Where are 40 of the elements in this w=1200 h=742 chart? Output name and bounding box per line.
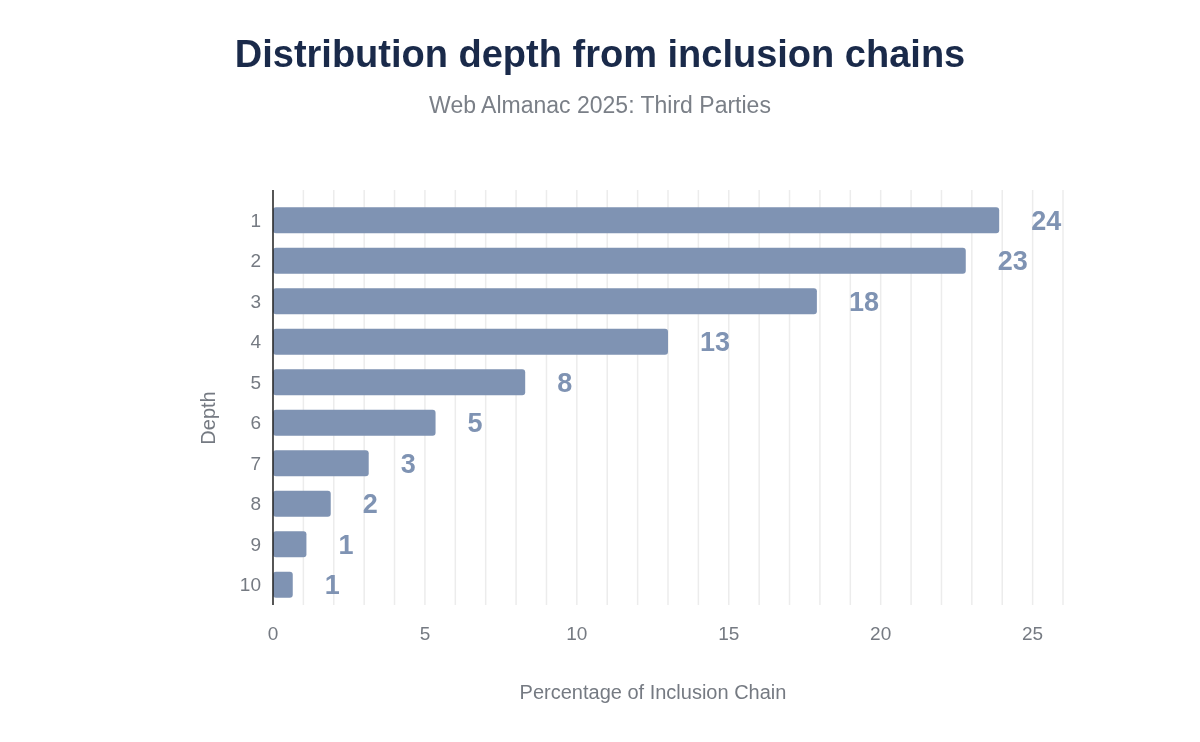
bar xyxy=(273,490,331,517)
x-axis-title: Percentage of Inclusion Chain xyxy=(519,681,787,703)
bar xyxy=(273,531,307,558)
data-label: 23 xyxy=(997,246,1028,277)
y-axis-title: Depth xyxy=(197,391,219,445)
y-tick-label: 8 xyxy=(250,493,261,515)
y-tick-label: 1 xyxy=(250,209,261,231)
bar xyxy=(273,409,436,436)
y-tick-label: 6 xyxy=(250,412,261,434)
data-label: 3 xyxy=(400,448,416,479)
x-tick-label: 25 xyxy=(1022,623,1044,644)
bar xyxy=(273,207,1000,234)
data-label: 8 xyxy=(557,367,573,398)
x-tick-label: 10 xyxy=(566,623,588,644)
x-tick-label: 5 xyxy=(419,623,431,644)
bar xyxy=(273,450,369,477)
data-label: 5 xyxy=(467,408,483,439)
y-tick-label: 3 xyxy=(250,290,261,312)
bar xyxy=(273,369,526,396)
data-label: 2 xyxy=(362,489,378,520)
y-tick-label: 10 xyxy=(239,574,261,596)
y-tick-label: 5 xyxy=(250,371,261,393)
data-label: 1 xyxy=(338,529,354,560)
chart-title: Distribution depth from inclusion chains xyxy=(234,33,966,75)
data-label: 24 xyxy=(1031,205,1062,236)
data-label: 1 xyxy=(324,570,340,601)
data-label: 13 xyxy=(700,327,731,358)
y-tick-label: 2 xyxy=(250,250,261,272)
bar xyxy=(273,571,293,598)
bar xyxy=(273,247,966,274)
y-tick-label: 7 xyxy=(250,452,261,474)
y-tick-label: 4 xyxy=(250,331,262,353)
x-tick-label: 20 xyxy=(870,623,892,644)
x-tick-label: 15 xyxy=(718,623,740,644)
y-tick-label: 9 xyxy=(250,533,261,555)
bar xyxy=(273,328,668,355)
bar xyxy=(273,288,817,315)
chart-subtitle: Web Almanac 2025: Third Parties xyxy=(429,92,771,118)
x-tick-label: 0 xyxy=(267,623,279,644)
data-label: 18 xyxy=(848,286,879,317)
